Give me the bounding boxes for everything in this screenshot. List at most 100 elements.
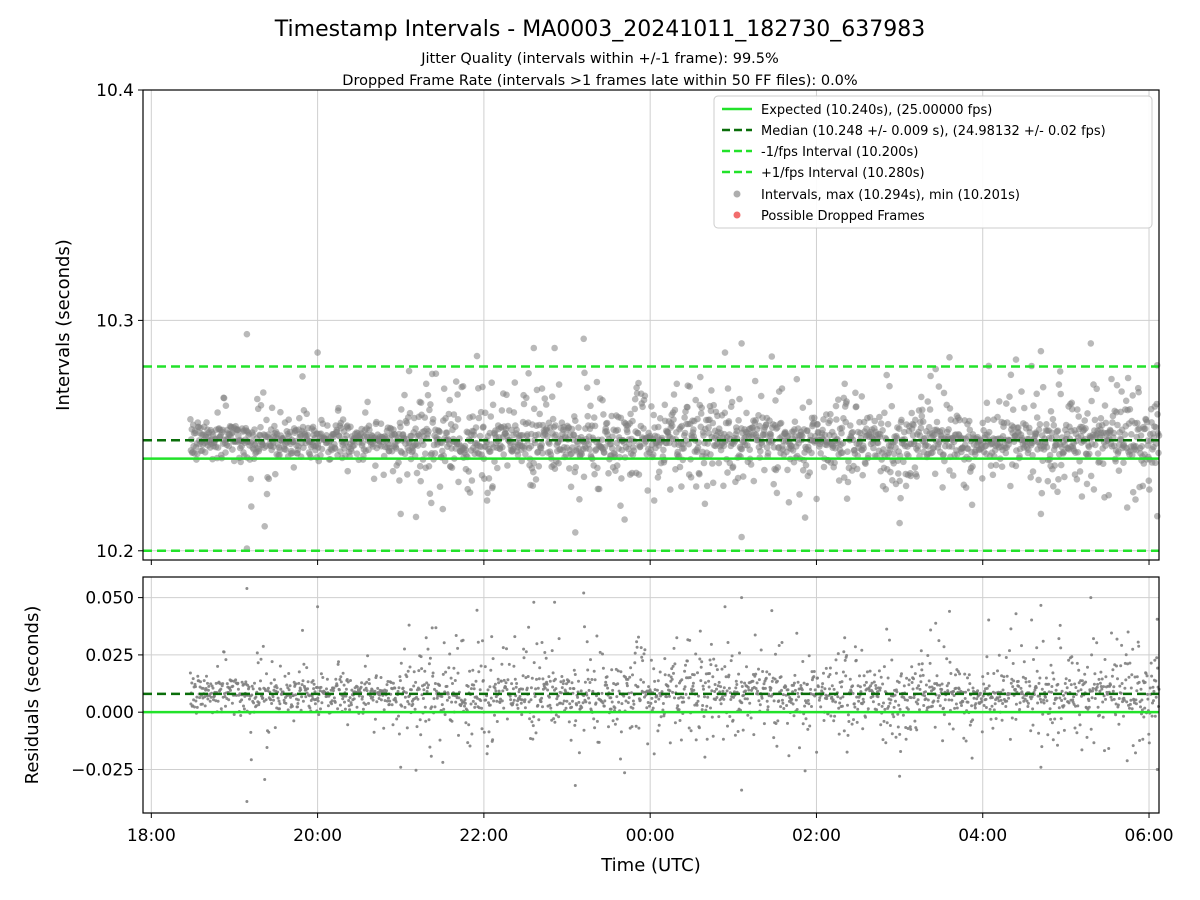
residual-point <box>211 686 215 690</box>
residual-point <box>915 728 919 732</box>
residual-point <box>786 721 789 725</box>
residual-point <box>206 697 210 701</box>
residual-point <box>321 676 325 679</box>
interval-point <box>491 458 498 465</box>
residual-point <box>672 671 675 675</box>
interval-point <box>927 372 934 380</box>
interval-point <box>372 462 379 470</box>
residual-point <box>195 705 199 709</box>
residual-point <box>1100 687 1104 691</box>
residual-point <box>765 670 769 674</box>
residual-point <box>988 707 992 711</box>
residual-point <box>687 696 691 700</box>
interval-point <box>318 445 326 453</box>
residual-point <box>1126 630 1130 634</box>
residual-point <box>208 699 212 703</box>
interval-point <box>736 395 743 403</box>
interval-point <box>876 413 883 421</box>
residual-point <box>691 684 695 688</box>
residual-point <box>1018 708 1022 711</box>
interval-point <box>304 431 311 439</box>
residual-point <box>529 698 533 702</box>
residual-point <box>717 680 721 684</box>
residual-point <box>617 700 621 704</box>
residual-point <box>1040 745 1044 749</box>
residual-point <box>1107 747 1111 750</box>
residual-point <box>633 661 637 665</box>
residual-point <box>239 714 243 717</box>
residual-point <box>1062 728 1066 732</box>
interval-point <box>500 451 508 458</box>
interval-point <box>772 397 779 404</box>
interval-point <box>403 419 411 427</box>
legend-dropped-swatch <box>733 211 741 219</box>
residual-point <box>846 713 850 717</box>
interval-point <box>833 416 840 423</box>
residual-point <box>486 688 490 692</box>
residual-point <box>1058 623 1062 627</box>
residual-point <box>888 701 892 705</box>
residual-point <box>623 771 627 775</box>
residual-point <box>334 677 338 681</box>
interval-point <box>882 486 890 493</box>
residual-point <box>476 640 480 644</box>
residual-point <box>897 680 901 684</box>
residual-point <box>786 688 790 692</box>
residual-point <box>646 742 650 746</box>
interval-point <box>243 330 251 338</box>
interval-point <box>411 452 419 460</box>
interval-point <box>546 440 553 448</box>
residual-point <box>561 682 565 686</box>
interval-point <box>698 404 705 412</box>
residual-point <box>250 684 254 688</box>
residual-point <box>497 681 501 685</box>
residual-point <box>633 651 637 655</box>
residual-point <box>1038 676 1042 680</box>
residual-point <box>629 666 633 670</box>
interval-point <box>601 449 608 456</box>
interval-point <box>935 383 943 390</box>
residual-point <box>963 672 967 676</box>
residual-point <box>684 663 687 667</box>
residual-point <box>823 687 827 691</box>
residual-point <box>916 698 920 702</box>
residual-point <box>707 679 711 683</box>
interval-point <box>721 349 729 356</box>
residual-point <box>962 736 966 740</box>
interval-point <box>895 470 902 477</box>
residual-point <box>526 675 530 678</box>
interval-point <box>412 513 420 521</box>
residual-point <box>700 708 704 712</box>
interval-point <box>841 380 848 388</box>
residual-point <box>927 679 931 683</box>
residual-point <box>881 738 885 742</box>
interval-point <box>412 425 419 433</box>
interval-point <box>253 395 261 403</box>
residual-point <box>579 689 583 693</box>
residual-point <box>734 679 738 683</box>
residual-point <box>950 698 954 702</box>
residual-point <box>820 685 824 689</box>
residual-point <box>445 684 449 688</box>
residual-point <box>866 707 870 711</box>
residual-point <box>1153 714 1157 718</box>
residual-point <box>643 648 647 652</box>
interval-point <box>1043 443 1051 451</box>
residual-point <box>242 704 245 708</box>
residual-point <box>948 722 951 726</box>
residual-point <box>438 738 442 742</box>
residual-point <box>741 728 745 732</box>
interval-point <box>1050 483 1057 490</box>
interval-point <box>568 450 575 458</box>
residual-point <box>343 700 346 704</box>
residual-point <box>825 697 829 701</box>
interval-point <box>1006 393 1013 401</box>
residual-point <box>1131 647 1135 651</box>
interval-point <box>469 413 477 420</box>
residual-point <box>285 683 289 687</box>
interval-point <box>1117 436 1125 443</box>
residual-point <box>505 647 508 651</box>
interval-point <box>617 414 625 422</box>
residual-point <box>1008 692 1012 696</box>
interval-point <box>1033 414 1041 421</box>
